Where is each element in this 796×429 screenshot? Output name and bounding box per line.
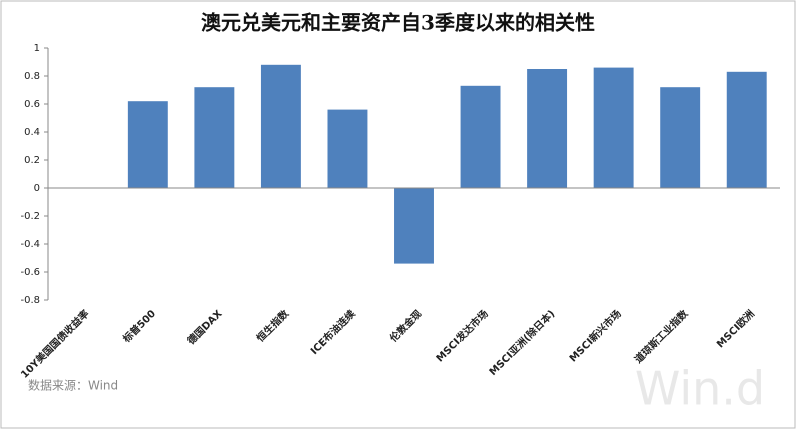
source-note: 数据来源：Wind [28,378,118,393]
y-tick-label: 1 [34,43,40,54]
bar [327,109,368,188]
bar [127,101,168,188]
bar [260,64,301,188]
y-tick-label: -0.8 [20,295,40,306]
watermark: Win.d [635,362,765,416]
bar [394,188,434,264]
y-tick-label: 0 [34,183,40,194]
chart-title: 澳元兑美元和主要资产自3季度以来的相关性 [201,11,595,35]
bar [460,85,501,188]
y-tick-label: 0.6 [24,99,40,110]
y-tick-label: 0.8 [24,71,40,82]
bar [527,69,568,188]
bar [660,87,701,188]
bar [726,71,767,188]
y-tick-label: -0.4 [20,239,40,250]
y-tick-label: 0.2 [24,155,40,166]
y-tick-label: -0.2 [20,211,40,222]
bar [593,67,634,188]
y-tick-label: 0.4 [24,127,40,138]
bar [194,87,235,188]
y-tick-label: -0.6 [20,267,40,278]
